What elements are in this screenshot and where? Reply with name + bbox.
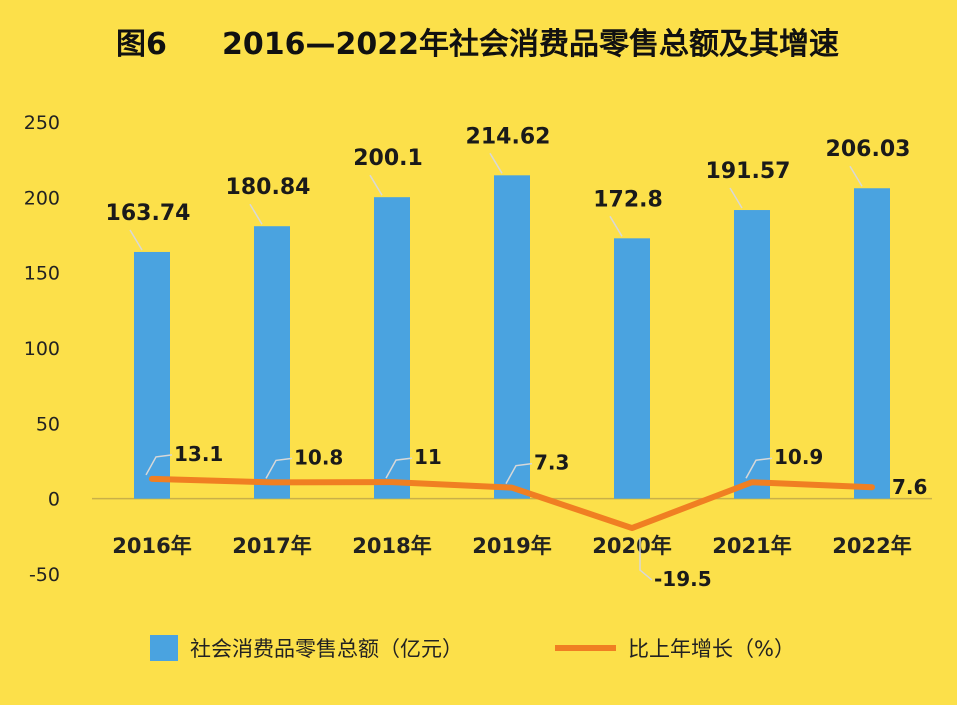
bar-label-leader xyxy=(729,187,743,209)
bar-label-leader xyxy=(489,152,503,174)
bar-series: 163.74 180.84 200.1 214.62 172.8 191.57 206.03 xyxy=(106,124,911,499)
bar-label-leader xyxy=(849,165,863,187)
bar-label-leader xyxy=(249,203,263,225)
bar xyxy=(254,226,290,499)
title-main: 2016—2022年社会消费品零售总额及其增速 xyxy=(222,27,839,62)
y-tick-label: 0 xyxy=(48,489,60,511)
bar-label-leader xyxy=(129,229,143,251)
line-data-label: 7.3 xyxy=(534,451,569,475)
line-label-leader xyxy=(385,457,413,479)
line-data-label: 11 xyxy=(414,445,442,469)
line-label-leader xyxy=(265,457,293,479)
y-tick-label: 200 xyxy=(24,187,60,209)
x-tick-label: 2018年 xyxy=(352,534,431,558)
legend: 社会消费品零售总额（亿元） 比上年增长（%） xyxy=(150,635,795,661)
x-axis: 2016年 2017年 2018年 2019年 2020年 2021年 2022年 xyxy=(92,497,932,558)
y-axis: -50 0 50 100 150 200 250 xyxy=(24,112,60,586)
bar-data-label: 214.62 xyxy=(466,124,551,149)
bar-data-label: 172.8 xyxy=(593,187,663,212)
x-tick-label: 2019年 xyxy=(472,534,551,558)
bar-data-label: 163.74 xyxy=(106,201,191,226)
bar xyxy=(374,197,410,499)
line-label-leader xyxy=(745,457,773,479)
legend-line-label: 比上年增长（%） xyxy=(628,637,795,661)
legend-bar-label: 社会消费品零售总额（亿元） xyxy=(190,637,463,661)
y-tick-label: 150 xyxy=(24,263,60,285)
bar-data-label: 180.84 xyxy=(226,175,311,200)
bar-label-leader xyxy=(369,174,383,196)
line-label-leader xyxy=(145,454,173,476)
bar-data-label: 191.57 xyxy=(706,159,791,184)
line-label-leader xyxy=(639,538,653,581)
chart-title: 图6 2016—2022年社会消费品零售总额及其增速 xyxy=(116,27,839,62)
bar xyxy=(734,210,770,499)
y-tick-label: -50 xyxy=(29,564,60,586)
y-tick-label: 50 xyxy=(36,413,60,435)
x-tick-label: 2021年 xyxy=(712,534,791,558)
bar-data-label: 200.1 xyxy=(353,146,423,171)
line-label-leader xyxy=(505,462,533,485)
line-data-label: -19.5 xyxy=(654,567,712,591)
y-tick-label: 100 xyxy=(24,338,60,360)
legend-bar-swatch xyxy=(150,635,178,661)
bar-label-leader xyxy=(609,215,623,237)
bar xyxy=(614,238,650,499)
line-data-label: 13.1 xyxy=(174,442,223,466)
bar xyxy=(134,251,170,499)
line-data-label: 10.8 xyxy=(294,445,343,469)
y-tick-label: 250 xyxy=(24,112,60,134)
x-tick-label: 2016年 xyxy=(112,534,191,558)
line-data-label: 7.6 xyxy=(892,475,927,499)
x-tick-label: 2022年 xyxy=(832,534,911,558)
line-series: 13.1 10.8 11 7.3 -19.5 10.9 7.6 xyxy=(145,442,927,591)
line-data-label: 10.9 xyxy=(774,445,823,469)
x-tick-label: 2020年 xyxy=(592,534,671,558)
growth-line xyxy=(149,475,875,532)
title-prefix: 图6 xyxy=(116,27,167,62)
bar xyxy=(494,175,530,499)
x-tick-label: 2017年 xyxy=(232,534,311,558)
bar-data-label: 206.03 xyxy=(826,137,911,162)
bar xyxy=(854,188,890,499)
